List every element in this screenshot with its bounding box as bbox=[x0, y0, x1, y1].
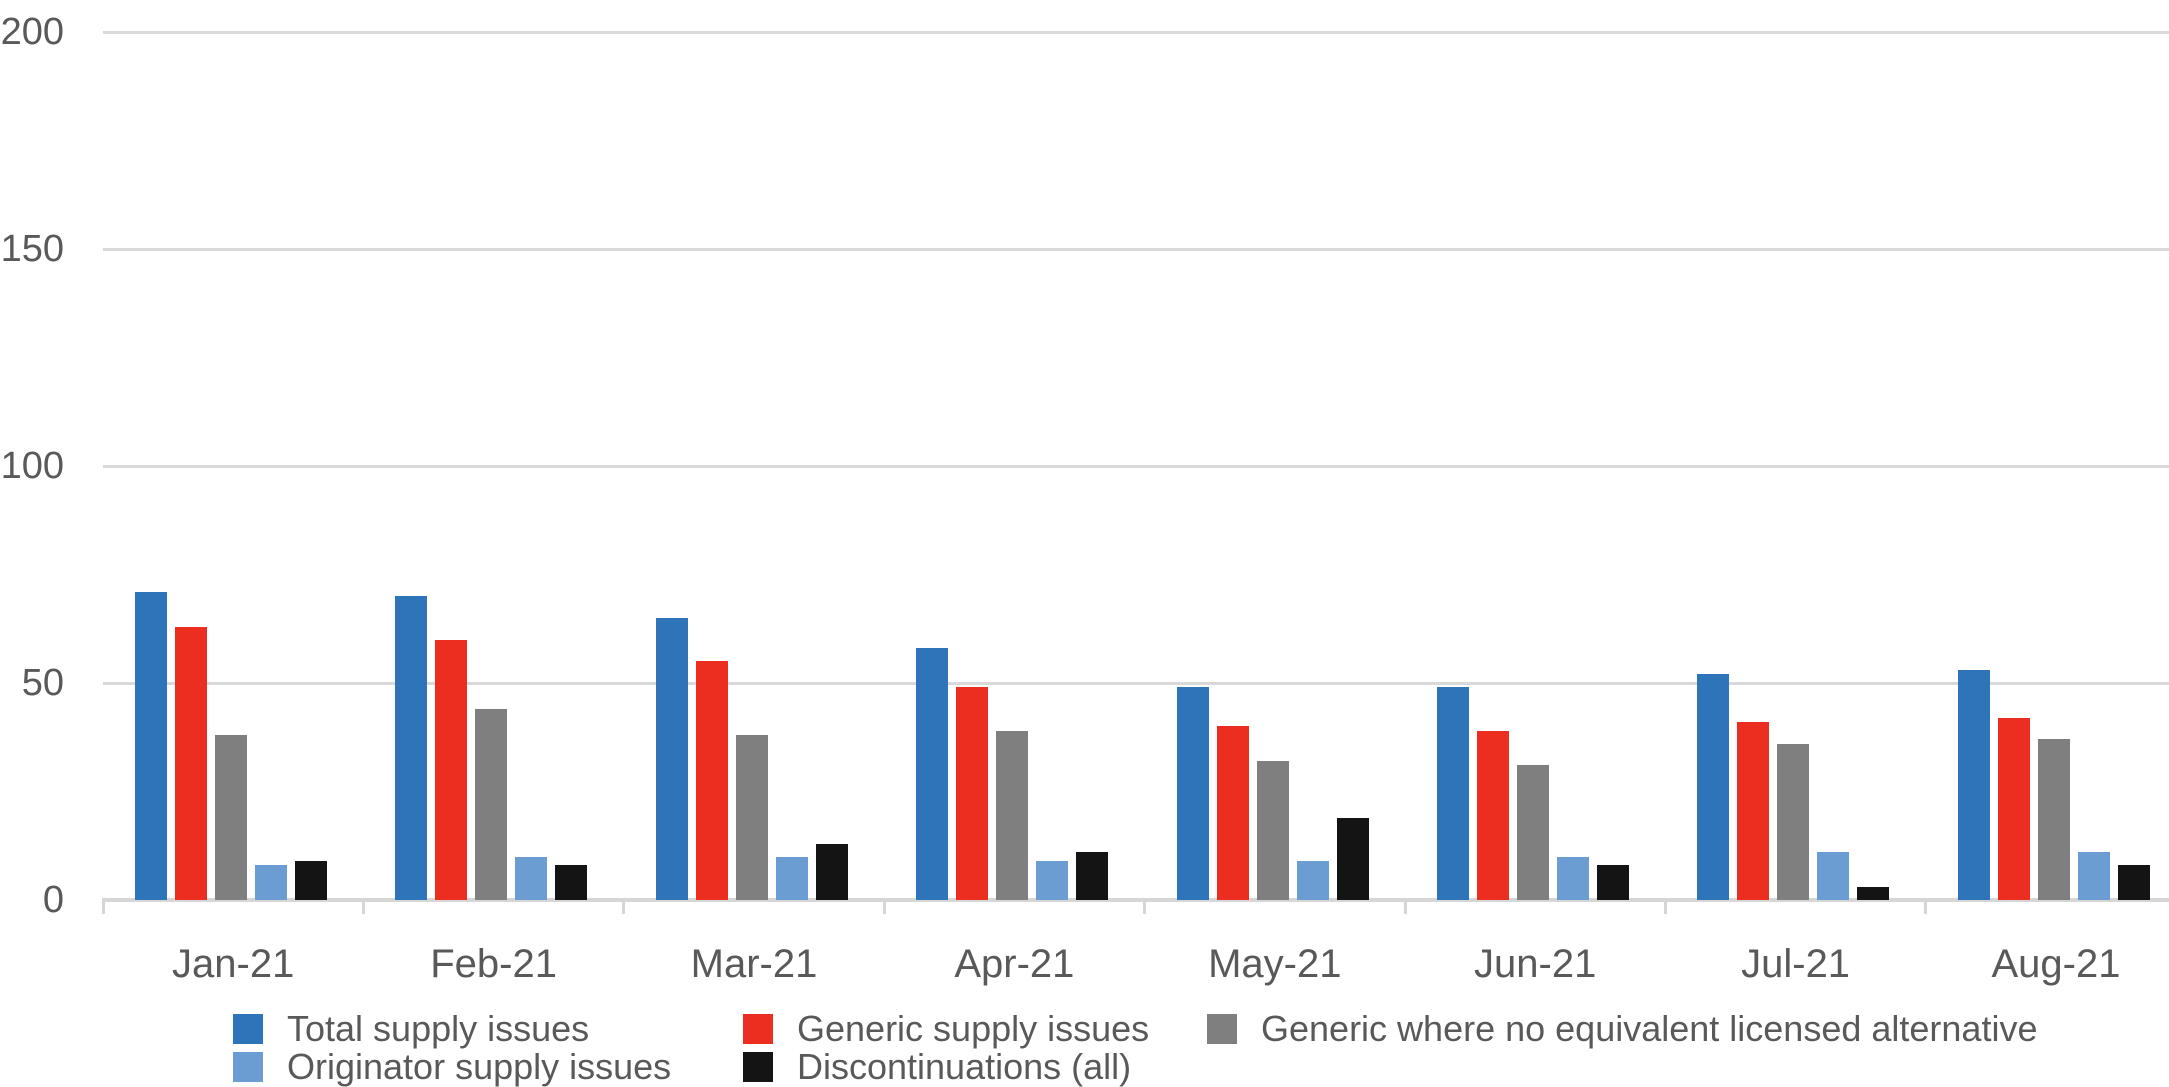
gridline bbox=[103, 30, 2169, 34]
bar-discontinuations-all bbox=[1076, 852, 1109, 900]
x-tick-label: Aug-21 bbox=[1991, 942, 2121, 986]
x-axis-tick bbox=[361, 898, 365, 914]
bar-generic-supply-issues bbox=[956, 687, 989, 900]
bar-discontinuations-all bbox=[555, 865, 588, 900]
legend-swatch bbox=[233, 1014, 263, 1044]
legend-item: Originator supply issues bbox=[233, 1046, 672, 1087]
bar-generic-where-no-equivalent-licensed-alternative bbox=[1777, 744, 1810, 900]
legend-label: Total supply issues bbox=[287, 1008, 590, 1049]
bar-total-supply-issues bbox=[655, 618, 688, 900]
x-axis-tick bbox=[1663, 898, 1667, 914]
x-axis-tick bbox=[101, 898, 105, 914]
bar-originator-supply-issues bbox=[1817, 852, 1850, 900]
x-axis-tick bbox=[1924, 898, 1928, 914]
x-axis-tick bbox=[882, 898, 886, 914]
bar-originator-supply-issues bbox=[1296, 861, 1329, 900]
bar-total-supply-issues bbox=[395, 596, 428, 900]
bar-total-supply-issues bbox=[1176, 687, 1209, 900]
x-axis-tick bbox=[622, 898, 626, 914]
bar-generic-supply-issues bbox=[1216, 726, 1249, 900]
bar-generic-where-no-equivalent-licensed-alternative bbox=[215, 735, 247, 900]
y-tick-label: 200 bbox=[0, 11, 64, 53]
bar-discontinuations-all bbox=[1336, 818, 1369, 900]
bar-generic-where-no-equivalent-licensed-alternative bbox=[1256, 761, 1289, 900]
bar-generic-where-no-equivalent-licensed-alternative bbox=[1517, 765, 1549, 900]
bar-generic-supply-issues bbox=[1477, 731, 1509, 900]
legend-label: Generic where no equivalent licensed alt… bbox=[1261, 1008, 2038, 1049]
y-tick-label: 150 bbox=[0, 228, 64, 270]
x-tick-label: Feb-21 bbox=[430, 942, 557, 986]
gridline bbox=[103, 464, 2169, 468]
bar-discontinuations-all bbox=[295, 861, 327, 900]
bar-total-supply-issues bbox=[1697, 674, 1730, 900]
bar-discontinuations-all bbox=[1597, 865, 1629, 900]
bar-generic-supply-issues bbox=[175, 627, 207, 900]
x-tick-label: Jun-21 bbox=[1474, 942, 1597, 986]
gridline bbox=[103, 247, 2169, 251]
x-tick-label: Jul-21 bbox=[1741, 942, 1851, 986]
legend-swatch bbox=[1207, 1014, 1237, 1044]
legend-swatch bbox=[743, 1052, 773, 1082]
x-tick-label: Apr-21 bbox=[954, 942, 1075, 986]
bar-originator-supply-issues bbox=[1557, 857, 1589, 900]
bar-originator-supply-issues bbox=[2077, 852, 2110, 900]
y-tick-label: 100 bbox=[0, 445, 64, 487]
bar-generic-where-no-equivalent-licensed-alternative bbox=[735, 735, 768, 900]
bar-originator-supply-issues bbox=[1036, 861, 1069, 900]
bar-discontinuations-all bbox=[2117, 865, 2150, 900]
bar-generic-where-no-equivalent-licensed-alternative bbox=[2037, 739, 2070, 900]
legend-label: Generic supply issues bbox=[797, 1008, 1150, 1049]
bar-discontinuations-all bbox=[1857, 887, 1890, 900]
bar-originator-supply-issues bbox=[775, 857, 808, 900]
bar-total-supply-issues bbox=[1957, 670, 1990, 900]
y-tick-label: 0 bbox=[42, 879, 64, 921]
x-tick-label: Mar-21 bbox=[690, 942, 818, 986]
legend-label: Discontinuations (all) bbox=[797, 1046, 1132, 1087]
bar-discontinuations-all bbox=[815, 844, 848, 900]
x-axis-line bbox=[103, 898, 2169, 902]
legend-item: Discontinuations (all) bbox=[743, 1046, 1132, 1087]
bar-generic-where-no-equivalent-licensed-alternative bbox=[996, 731, 1029, 900]
gridline bbox=[103, 681, 2169, 685]
legend-item: Total supply issues bbox=[233, 1008, 590, 1049]
bar-generic-supply-issues bbox=[435, 640, 468, 900]
x-axis-tick bbox=[1403, 898, 1407, 914]
legend-item: Generic supply issues bbox=[743, 1008, 1150, 1049]
bar-total-supply-issues bbox=[916, 648, 949, 900]
bar-total-supply-issues bbox=[135, 592, 167, 900]
bar-originator-supply-issues bbox=[255, 865, 287, 900]
bar-generic-supply-issues bbox=[1737, 722, 1770, 900]
bar-generic-where-no-equivalent-licensed-alternative bbox=[475, 709, 508, 900]
legend-swatch bbox=[743, 1014, 773, 1044]
legend-swatch bbox=[233, 1052, 263, 1082]
bar-total-supply-issues bbox=[1437, 687, 1469, 900]
bar-originator-supply-issues bbox=[515, 857, 548, 900]
legend-label: Originator supply issues bbox=[287, 1046, 672, 1087]
bar-generic-supply-issues bbox=[1997, 718, 2030, 900]
x-tick-label: May-21 bbox=[1208, 942, 1342, 986]
x-tick-label: Jan-21 bbox=[172, 942, 295, 986]
bar-generic-supply-issues bbox=[695, 661, 728, 900]
y-tick-label: 50 bbox=[21, 662, 64, 704]
legend-item: Generic where no equivalent licensed alt… bbox=[1207, 1008, 2038, 1049]
x-axis-tick bbox=[1143, 898, 1147, 914]
